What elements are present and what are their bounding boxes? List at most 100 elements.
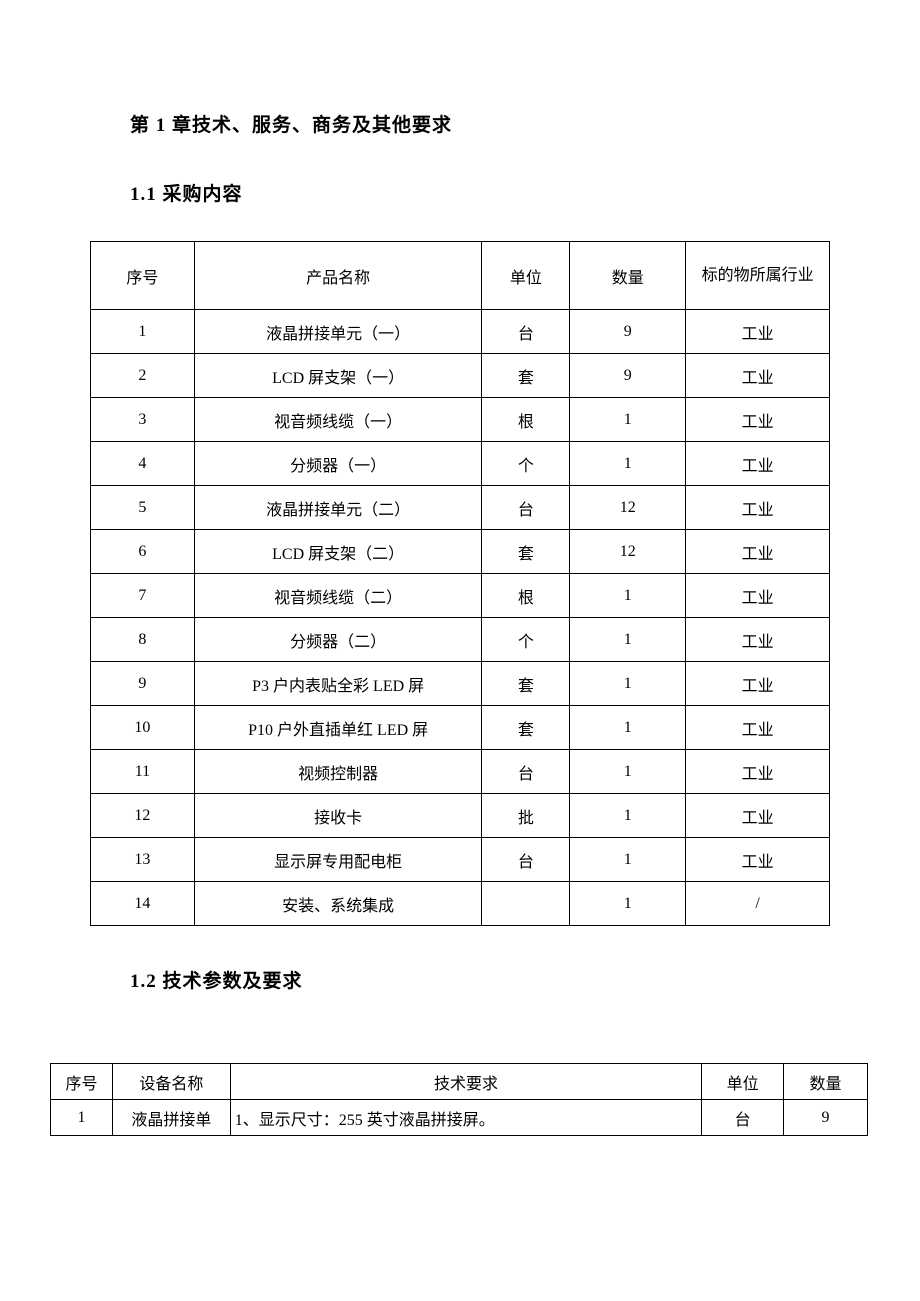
cell-index: 11 bbox=[91, 750, 195, 794]
cell-qty: 9 bbox=[784, 1100, 868, 1136]
cell-industry: 工业 bbox=[686, 530, 830, 574]
cell-tech-req: 1、显示尺寸：255 英寸液晶拼接屏。 bbox=[230, 1100, 701, 1136]
cell-qty: 1 bbox=[570, 574, 686, 618]
cell-unit: 个 bbox=[482, 442, 570, 486]
cell-industry: 工业 bbox=[686, 838, 830, 882]
chapter-title: 第 1 章技术、服务、商务及其他要求 bbox=[130, 110, 870, 137]
tech-spec-table-body: 1 液晶拼接单 1、显示尺寸：255 英寸液晶拼接屏。 台 9 bbox=[51, 1100, 868, 1136]
cell-index: 7 bbox=[91, 574, 195, 618]
procurement-table-body: 1 液晶拼接单元（一） 台 9 工业 2 LCD 屏支架（一） 套 9 工业 3… bbox=[91, 310, 830, 926]
cell-product: LCD 屏支架（二） bbox=[194, 530, 482, 574]
table-row: 1 液晶拼接单元（一） 台 9 工业 bbox=[91, 310, 830, 354]
cell-qty: 1 bbox=[570, 442, 686, 486]
tech-spec-table: 序号 设备名称 技术要求 单位 数量 1 液晶拼接单 1、显示尺寸：255 英寸… bbox=[50, 1063, 868, 1136]
cell-device: 液晶拼接单 bbox=[112, 1100, 230, 1136]
cell-qty: 9 bbox=[570, 310, 686, 354]
cell-qty: 1 bbox=[570, 882, 686, 926]
table-row: 14 安装、系统集成 1 / bbox=[91, 882, 830, 926]
table-row: 1 液晶拼接单 1、显示尺寸：255 英寸液晶拼接屏。 台 9 bbox=[51, 1100, 868, 1136]
cell-product: P3 户内表贴全彩 LED 屏 bbox=[194, 662, 482, 706]
table-row: 8 分频器（二） 个 1 工业 bbox=[91, 618, 830, 662]
cell-product: 分频器（二） bbox=[194, 618, 482, 662]
cell-unit: 套 bbox=[482, 662, 570, 706]
table-row: 3 视音频线缆（一） 根 1 工业 bbox=[91, 398, 830, 442]
table-row: 5 液晶拼接单元（二） 台 12 工业 bbox=[91, 486, 830, 530]
table-row: 2 LCD 屏支架（一） 套 9 工业 bbox=[91, 354, 830, 398]
cell-qty: 1 bbox=[570, 794, 686, 838]
cell-industry: 工业 bbox=[686, 618, 830, 662]
cell-unit: 根 bbox=[482, 574, 570, 618]
header-device-name: 设备名称 bbox=[112, 1064, 230, 1100]
cell-unit: 根 bbox=[482, 398, 570, 442]
table-row: 13 显示屏专用配电柜 台 1 工业 bbox=[91, 838, 830, 882]
cell-product: 显示屏专用配电柜 bbox=[194, 838, 482, 882]
cell-product: 液晶拼接单元（二） bbox=[194, 486, 482, 530]
table-row: 9 P3 户内表贴全彩 LED 屏 套 1 工业 bbox=[91, 662, 830, 706]
cell-product: 接收卡 bbox=[194, 794, 482, 838]
cell-unit: 套 bbox=[482, 706, 570, 750]
cell-qty: 1 bbox=[570, 706, 686, 750]
cell-industry: 工业 bbox=[686, 354, 830, 398]
cell-index: 10 bbox=[91, 706, 195, 750]
cell-industry: 工业 bbox=[686, 750, 830, 794]
cell-product: 视音频线缆（二） bbox=[194, 574, 482, 618]
cell-unit: 台 bbox=[482, 310, 570, 354]
cell-qty: 1 bbox=[570, 662, 686, 706]
cell-qty: 1 bbox=[570, 750, 686, 794]
header-product-name: 产品名称 bbox=[194, 242, 482, 310]
cell-product: 视音频线缆（一） bbox=[194, 398, 482, 442]
header-index: 序号 bbox=[51, 1064, 113, 1100]
table-header-row: 序号 设备名称 技术要求 单位 数量 bbox=[51, 1064, 868, 1100]
cell-industry: / bbox=[686, 882, 830, 926]
cell-index: 12 bbox=[91, 794, 195, 838]
table-row: 4 分频器（一） 个 1 工业 bbox=[91, 442, 830, 486]
cell-qty: 12 bbox=[570, 486, 686, 530]
cell-industry: 工业 bbox=[686, 486, 830, 530]
cell-unit: 台 bbox=[482, 838, 570, 882]
cell-unit bbox=[482, 882, 570, 926]
cell-qty: 1 bbox=[570, 618, 686, 662]
header-quantity: 数量 bbox=[784, 1064, 868, 1100]
cell-unit: 个 bbox=[482, 618, 570, 662]
cell-unit: 台 bbox=[702, 1100, 784, 1136]
cell-index: 14 bbox=[91, 882, 195, 926]
cell-index: 1 bbox=[91, 310, 195, 354]
cell-industry: 工业 bbox=[686, 442, 830, 486]
table-row: 10 P10 户外直插单红 LED 屏 套 1 工业 bbox=[91, 706, 830, 750]
cell-product: P10 户外直插单红 LED 屏 bbox=[194, 706, 482, 750]
table-header-row: 序号 产品名称 单位 数量 标的物所属行业 bbox=[91, 242, 830, 310]
cell-product: 视频控制器 bbox=[194, 750, 482, 794]
cell-index: 9 bbox=[91, 662, 195, 706]
cell-index: 2 bbox=[91, 354, 195, 398]
cell-unit: 台 bbox=[482, 750, 570, 794]
cell-index: 13 bbox=[91, 838, 195, 882]
section-1-1-title: 1.1 采购内容 bbox=[130, 179, 870, 206]
section-1-2-title: 1.2 技术参数及要求 bbox=[130, 966, 870, 993]
cell-industry: 工业 bbox=[686, 574, 830, 618]
procurement-table: 序号 产品名称 单位 数量 标的物所属行业 1 液晶拼接单元（一） 台 9 工业… bbox=[90, 241, 830, 926]
cell-unit: 套 bbox=[482, 354, 570, 398]
cell-product: LCD 屏支架（一） bbox=[194, 354, 482, 398]
cell-product: 液晶拼接单元（一） bbox=[194, 310, 482, 354]
header-unit: 单位 bbox=[482, 242, 570, 310]
header-tech-req: 技术要求 bbox=[230, 1064, 701, 1100]
cell-index: 5 bbox=[91, 486, 195, 530]
cell-unit: 批 bbox=[482, 794, 570, 838]
cell-industry: 工业 bbox=[686, 662, 830, 706]
cell-unit: 台 bbox=[482, 486, 570, 530]
header-unit: 单位 bbox=[702, 1064, 784, 1100]
cell-unit: 套 bbox=[482, 530, 570, 574]
cell-product: 分频器（一） bbox=[194, 442, 482, 486]
cell-qty: 9 bbox=[570, 354, 686, 398]
cell-product: 安装、系统集成 bbox=[194, 882, 482, 926]
cell-industry: 工业 bbox=[686, 794, 830, 838]
cell-index: 6 bbox=[91, 530, 195, 574]
header-index: 序号 bbox=[91, 242, 195, 310]
table-row: 12 接收卡 批 1 工业 bbox=[91, 794, 830, 838]
table-row: 7 视音频线缆（二） 根 1 工业 bbox=[91, 574, 830, 618]
cell-index: 4 bbox=[91, 442, 195, 486]
cell-industry: 工业 bbox=[686, 398, 830, 442]
cell-index: 8 bbox=[91, 618, 195, 662]
cell-qty: 1 bbox=[570, 398, 686, 442]
table-row: 6 LCD 屏支架（二） 套 12 工业 bbox=[91, 530, 830, 574]
